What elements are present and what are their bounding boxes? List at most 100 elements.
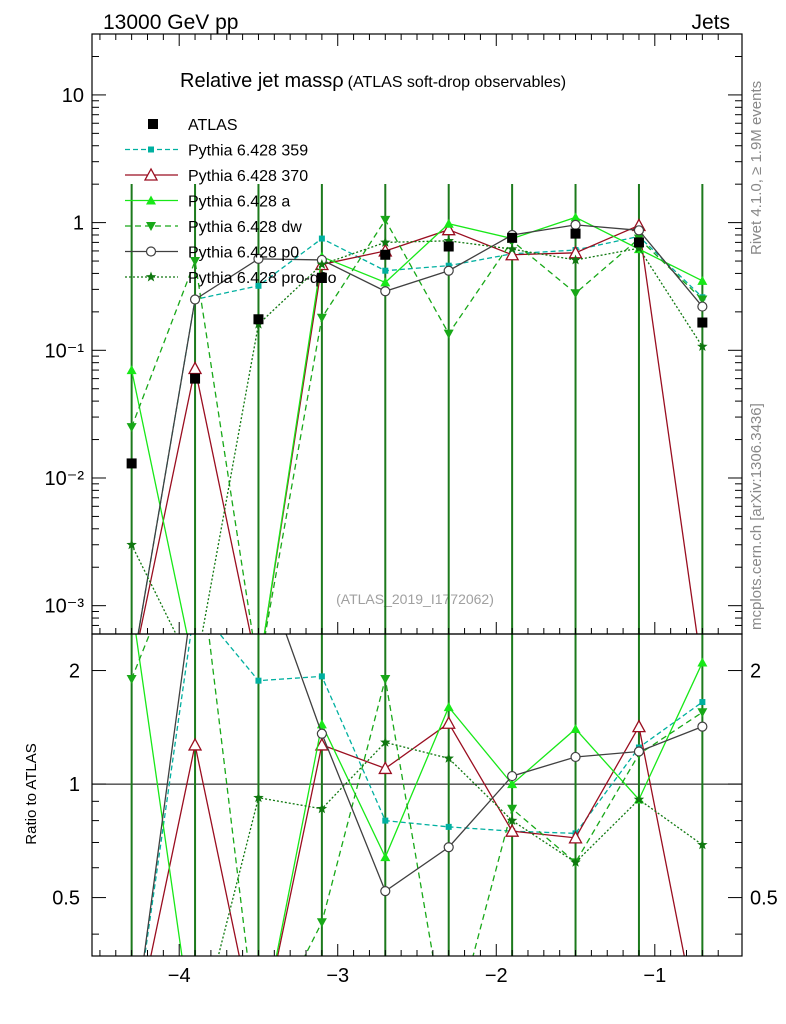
process-label: Jets (691, 11, 730, 34)
data-point (316, 918, 327, 928)
y-tick-label-ratio: 2 (69, 661, 80, 683)
series-line-3 (131, 218, 703, 634)
data-point (146, 195, 156, 205)
data-point (126, 674, 137, 684)
data-point (507, 770, 518, 782)
data-point (146, 222, 156, 231)
data-point (697, 341, 708, 351)
data-point (697, 295, 708, 305)
ratio-plot-frame (91, 633, 743, 957)
data-point (570, 723, 581, 733)
data-point (380, 215, 391, 225)
data-point (443, 329, 454, 339)
data-point (568, 830, 583, 844)
x-tick-label: −4 (168, 965, 191, 987)
y-tick-label-main: 10 (62, 85, 84, 107)
data-point (633, 225, 645, 236)
data-point (570, 751, 581, 763)
data-point (697, 301, 708, 312)
data-point (697, 721, 708, 732)
data-point (255, 282, 262, 289)
data-point (316, 272, 327, 283)
ratio-line-4 (143, 634, 703, 956)
data-point (126, 458, 137, 469)
ratio-line-0 (144, 634, 703, 956)
data-point (697, 839, 708, 850)
data-point (255, 677, 262, 684)
data-point (506, 815, 518, 826)
data-point (699, 699, 706, 706)
data-point (697, 317, 708, 328)
data-point (314, 737, 329, 751)
y-tick-label-main: 10⁻² (45, 468, 85, 490)
data-point (570, 289, 581, 299)
data-point (631, 719, 647, 733)
data-point (570, 219, 581, 230)
data-point (443, 752, 454, 763)
x-tick-label: −3 (326, 965, 349, 987)
ratio-line-3 (131, 634, 703, 956)
data-point (253, 253, 264, 264)
data-point (380, 674, 391, 684)
data-point (382, 267, 389, 274)
y-tick-label-ratio: 1 (69, 774, 80, 796)
x-tick-label: −2 (485, 965, 508, 987)
data-point (145, 246, 157, 257)
data-point (570, 254, 581, 265)
data-point (316, 258, 328, 269)
series-line-2 (130, 216, 703, 634)
legend-label-data: ATLAS (188, 117, 238, 134)
data-point (570, 228, 581, 239)
chart-subtitle: (ATLAS soft-drop observables) (348, 74, 566, 91)
data-point (253, 792, 264, 803)
chart-title: Relative jet massρ (ATLAS soft-drop obser… (180, 70, 566, 92)
data-point (148, 146, 154, 153)
data-point (380, 286, 391, 297)
legend-label-3: Pythia 6.428 dw (188, 219, 302, 236)
data-point (697, 657, 708, 667)
data-point (316, 313, 327, 323)
series-line-4 (137, 224, 703, 634)
series-line-0 (137, 235, 703, 634)
data-point (145, 271, 157, 282)
data-point (318, 235, 325, 242)
data-point (316, 803, 328, 814)
data-point (380, 886, 391, 897)
data-point (633, 746, 645, 757)
rivet-version-label: Rivet 4.1.0, ≥ 1.9M events (748, 81, 765, 255)
data-point (633, 237, 644, 248)
legend: ATLAS Pythia 6.428 359 Pythia 6.428 370 Pyt… (125, 117, 337, 287)
data-point (253, 314, 264, 325)
data-point (190, 257, 201, 267)
data-point (697, 275, 708, 285)
data-point (443, 702, 454, 712)
data-point (189, 294, 201, 305)
data-point (318, 673, 325, 680)
data-point (570, 856, 581, 867)
data-point (441, 715, 456, 729)
chart-title-main: Relative jet massρ (180, 70, 344, 92)
data-point (443, 265, 454, 276)
data-point (126, 423, 137, 433)
analysis-watermark: (ATLAS_2019_I1772062) (336, 591, 494, 607)
data-point (187, 737, 203, 751)
data-point (443, 241, 454, 252)
data-point (148, 119, 158, 129)
data-point (380, 249, 391, 260)
data-point (187, 361, 203, 375)
data-point (382, 817, 389, 824)
y-tick-label-main: 1 (73, 213, 84, 235)
data-point (505, 247, 520, 261)
ratio-line-1 (150, 722, 685, 956)
ratio-axis-label: Ratio to ATLAS (23, 743, 40, 844)
source-label: mcplots.cern.ch [arXiv:1306.3436] (748, 403, 765, 630)
y-tick-label-main: 10⁻³ (45, 596, 85, 618)
data-point (570, 212, 581, 222)
data-point (445, 823, 452, 830)
energy-label: 13000 GeV pp (103, 11, 238, 34)
legend-label-2: Pythia 6.428 a (188, 194, 290, 211)
y-tick-label-ratio-right: 0.5 (750, 888, 778, 910)
ratio-line-5 (217, 741, 703, 956)
series-line-5 (131, 240, 703, 634)
